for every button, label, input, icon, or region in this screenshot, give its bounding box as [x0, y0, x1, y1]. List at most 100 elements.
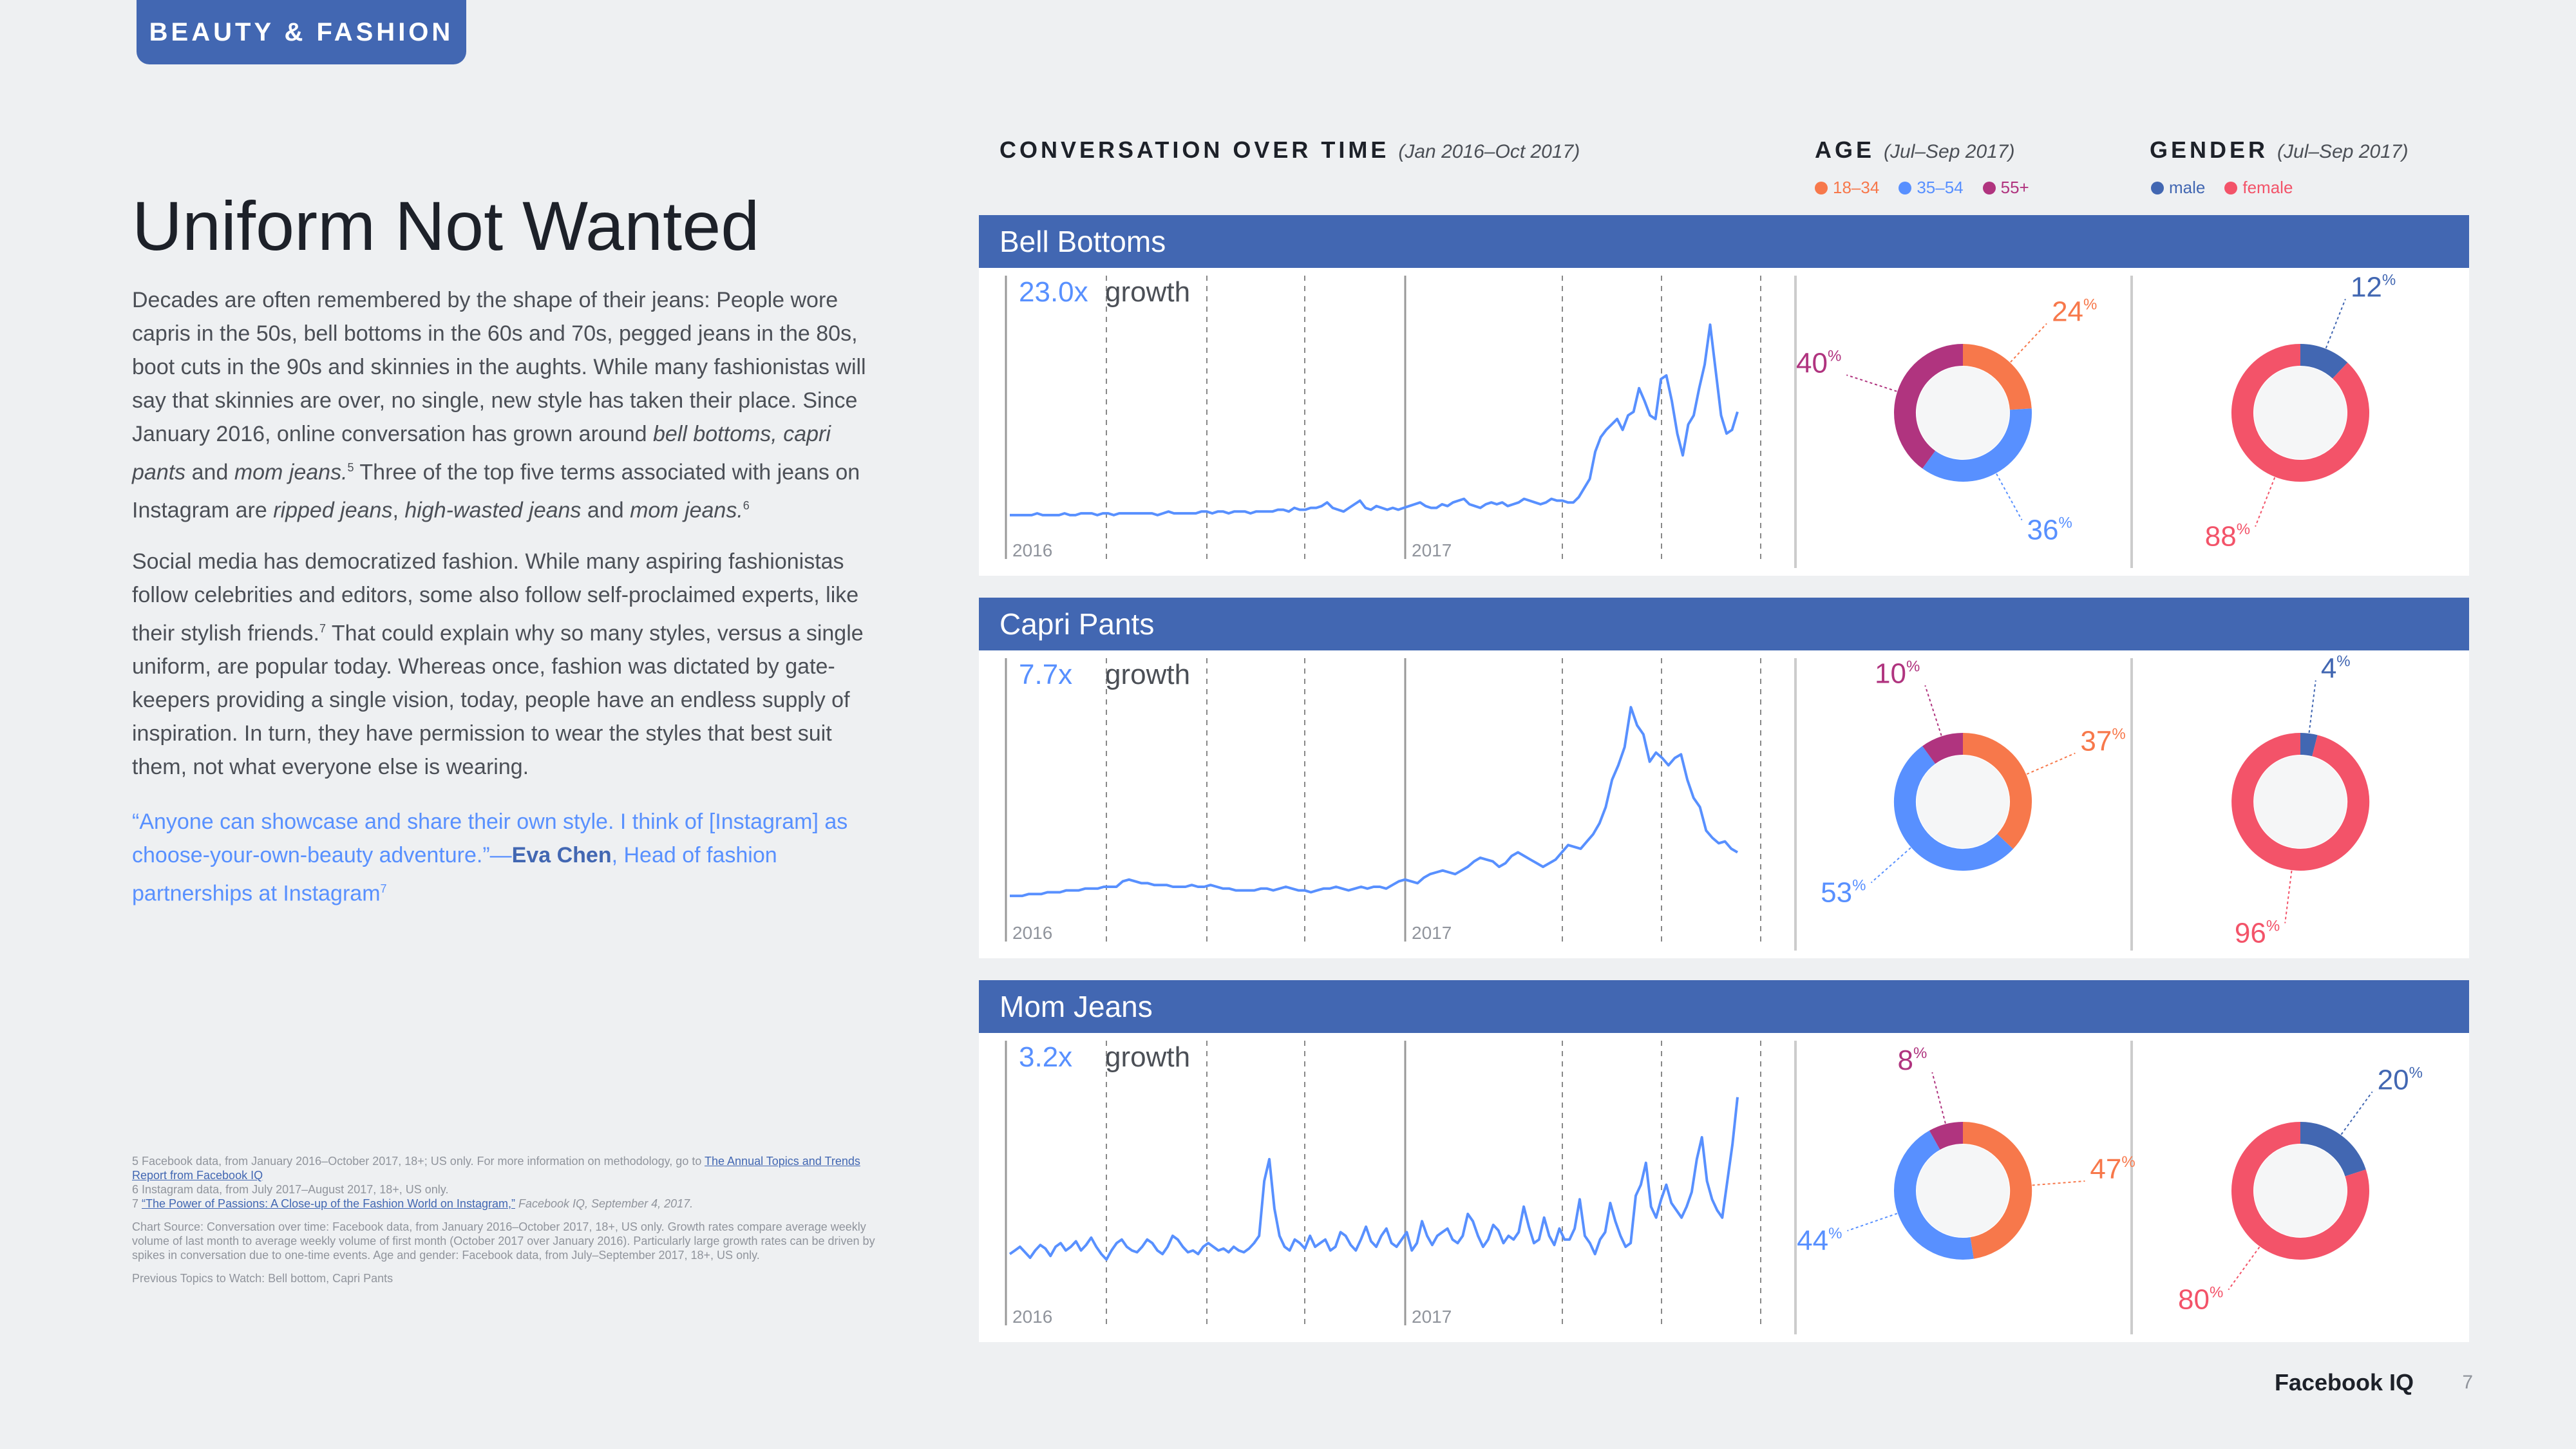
growth-value: 7.7x [1019, 659, 1072, 690]
donut-slice-female [2231, 1122, 2369, 1260]
donut-slice-55 [1929, 1122, 1964, 1150]
quote-role: , Head of fashion partnerships at Instag… [132, 843, 777, 906]
age-legend: 18–34 35–54 55+ [1815, 178, 2049, 198]
donut-slice-male [2300, 344, 2348, 379]
growth-label: growth [1105, 659, 1190, 690]
legend-age-35-54: 35–54 [1899, 178, 1964, 197]
growth-label: growth [1105, 1041, 1190, 1073]
donut-hole [1917, 1144, 2009, 1237]
footnote-6: 6 Instagram data, from July 2017–August … [132, 1183, 449, 1196]
percent-sign: % [2237, 521, 2250, 538]
conversation-header: CONVERSATION OVER TIME (Jan 2016–Oct 2017… [999, 137, 1580, 164]
donut-slice-male [2300, 1122, 2366, 1177]
donut-slice-18-34 [1962, 344, 2032, 410]
para1-text-h: , [392, 498, 405, 523]
quote-footnote-ref: 7 [380, 882, 387, 895]
footnote-5: 5 Facebook data, from January 2016–Octob… [132, 1154, 879, 1182]
donut-label-55: 8% [1897, 1045, 1927, 1076]
quote-author: Eva Chen [511, 843, 612, 867]
legend-dot-icon [1815, 182, 1828, 194]
donut-leader-line [2340, 1091, 2373, 1135]
chart-source-note: Chart Source: Conversation over time: Fa… [132, 1220, 875, 1262]
donut-label-female: 88% [2205, 521, 2250, 553]
para1-italic-i: high-wasted jeans [404, 498, 582, 523]
donut-slice-55 [1894, 344, 1964, 469]
footnote-7: 7 “The Power of Passions: A Close-up of … [132, 1197, 879, 1211]
percent-sign: % [2336, 652, 2350, 670]
age-header-title: AGE [1815, 137, 1875, 163]
donut-label-35-54: 44% [1797, 1225, 1842, 1256]
donut-label-female: 80% [2178, 1284, 2223, 1316]
footnote-7-text: Facebook IQ, September 4, 2017. [515, 1197, 694, 1210]
page-number: 7 [2462, 1372, 2473, 1393]
donut-hole [1917, 755, 2009, 848]
age-header: AGE (Jul–Sep 2017) [1815, 137, 2014, 164]
donut-label-55: 40% [1796, 347, 1841, 379]
donut-leader-line [2228, 1246, 2260, 1291]
para2-text-c: That could explain why so many styles, v… [132, 621, 864, 780]
donut-label-18-34: 24% [2052, 296, 2097, 327]
donut-leader-line [1847, 1213, 1898, 1232]
growth-value: 3.2x [1019, 1041, 1072, 1073]
legend-age-18-34: 18–34 [1815, 178, 1879, 197]
percent-sign: % [1906, 658, 1920, 675]
conversation-header-range: (Jan 2016–Oct 2017) [1398, 141, 1580, 162]
donut-leader-line [2325, 298, 2346, 348]
percent-sign: % [2083, 296, 2097, 313]
donut-leader-line [1931, 1072, 1946, 1124]
donut-label-male: 4% [2321, 652, 2351, 684]
donut-slice-female [2231, 344, 2369, 482]
percent-sign: % [2210, 1284, 2223, 1302]
donut-leader-line [1846, 374, 1897, 392]
footnote-7-num: 7 [132, 1197, 142, 1210]
para1-text-j: and [581, 498, 630, 523]
gender-legend: male female [2151, 178, 2312, 198]
percent-sign: % [1913, 1045, 1927, 1062]
para2-text-a: Social media has democratized fashion. W… [132, 549, 859, 646]
body-paragraph-2: Social media has democratized fashion. W… [132, 545, 866, 784]
donut-leader-line [2010, 323, 2047, 363]
legend-label: 55+ [2000, 178, 2029, 197]
year-label-2017: 2017 [1412, 923, 1452, 943]
topic-panel-capri-pants: 2016 2017 7.7x growth 37% 53% 10% 4% 96% [979, 650, 2469, 958]
donut-slice-male [2300, 732, 2318, 757]
donut-hole [2254, 366, 2347, 459]
previous-topics-note: Previous Topics to Watch: Bell bottom, C… [132, 1272, 393, 1285]
body-paragraph-1: Decades are often remembered by the shap… [132, 283, 866, 527]
donut-slice-18-34 [1962, 1121, 2032, 1259]
donut-leader-line [1924, 685, 1942, 736]
series-line-bell-bottoms [1010, 323, 1739, 516]
donut-hole [1917, 366, 2009, 459]
topic-band-bell-bottoms: Bell Bottoms [979, 215, 2469, 268]
pull-quote: “Anyone can showcase and share their own… [132, 805, 866, 910]
donut-leader-line [2032, 1180, 2085, 1186]
percent-sign: % [2112, 726, 2125, 743]
percent-sign: % [2058, 514, 2072, 531]
donut-label-male: 12% [2351, 271, 2396, 303]
donut-label-18-34: 47% [2090, 1153, 2135, 1185]
para1-italic-d: mom jeans. [234, 460, 348, 485]
donut-label-female: 96% [2235, 918, 2280, 949]
donut-leader-line [1870, 847, 1911, 884]
footnote-7-link[interactable]: “The Power of Passions: A Close-up of th… [142, 1197, 515, 1210]
year-label-2017: 2017 [1412, 540, 1452, 560]
topic-panel-mom-jeans: 2016 2017 3.2x growth 47% 44% 8% 20% 80% [979, 1033, 2469, 1342]
percent-sign: % [2121, 1153, 2135, 1171]
legend-label: 18–34 [1833, 178, 1880, 197]
donut-hole [2254, 1144, 2347, 1237]
percent-sign: % [2266, 918, 2280, 935]
percent-sign: % [2382, 271, 2396, 289]
year-label-2016: 2016 [1012, 540, 1052, 560]
donut-label-18-34: 37% [2080, 726, 2125, 757]
footer-brand: Facebook IQ [2274, 1369, 2414, 1396]
section-tag: BEAUTY & FASHION [137, 0, 466, 64]
donut-label-male: 20% [2378, 1064, 2423, 1095]
footnote-5-link[interactable]: The Annual Topics and Trends Report from… [132, 1155, 860, 1182]
donut-slice-18-34 [1962, 733, 2032, 849]
topic-chart-svg: 2016 2017 23.0x growth 24% 36% 40% 12% 88% [1005, 271, 2396, 568]
gender-header-title: GENDER [2150, 137, 2269, 163]
donut-hole [2254, 755, 2347, 848]
legend-dot-icon [2224, 182, 2238, 194]
topic-chart-svg: 2016 2017 3.2x growth 47% 44% 8% 20% 80% [1005, 1041, 2423, 1334]
donut-label-55: 10% [1875, 658, 1920, 689]
